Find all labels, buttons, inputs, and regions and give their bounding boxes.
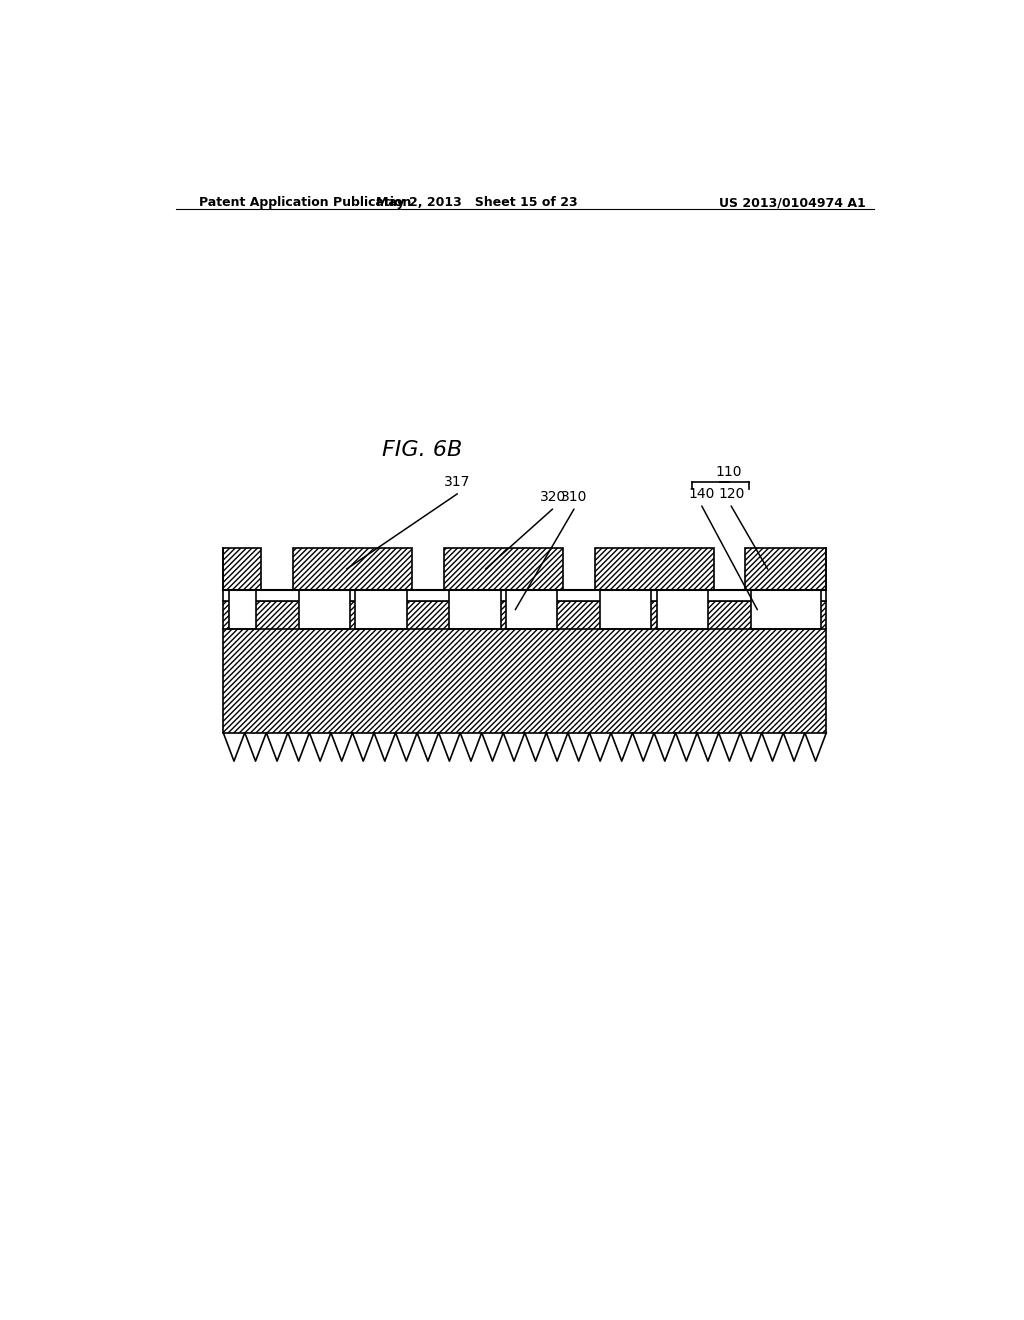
Bar xyxy=(657,590,709,630)
Text: 320: 320 xyxy=(540,490,565,504)
Text: Patent Application Publication: Patent Application Publication xyxy=(200,195,412,209)
Text: 140: 140 xyxy=(688,487,715,500)
Bar xyxy=(595,548,714,590)
Text: 120: 120 xyxy=(718,487,744,500)
Bar xyxy=(293,548,412,590)
Bar xyxy=(299,590,350,630)
Bar xyxy=(745,548,826,590)
Bar xyxy=(223,590,826,601)
Bar xyxy=(223,548,261,590)
Text: FIG. 6B: FIG. 6B xyxy=(382,440,462,461)
Bar xyxy=(506,590,557,630)
Bar xyxy=(223,601,826,733)
Bar xyxy=(223,601,826,733)
Text: 317: 317 xyxy=(444,475,471,488)
Text: May 2, 2013   Sheet 15 of 23: May 2, 2013 Sheet 15 of 23 xyxy=(377,195,578,209)
Bar xyxy=(443,548,563,590)
Bar xyxy=(223,548,261,590)
Bar xyxy=(751,590,821,630)
Bar xyxy=(450,590,501,630)
Bar xyxy=(595,548,714,590)
Bar xyxy=(443,548,563,590)
Bar xyxy=(745,548,826,590)
Bar xyxy=(228,590,256,630)
Text: 110: 110 xyxy=(716,465,742,479)
Text: US 2013/0104974 A1: US 2013/0104974 A1 xyxy=(719,195,866,209)
Bar xyxy=(600,590,651,630)
Text: 310: 310 xyxy=(561,490,587,504)
Bar xyxy=(293,548,412,590)
Bar xyxy=(355,590,407,630)
